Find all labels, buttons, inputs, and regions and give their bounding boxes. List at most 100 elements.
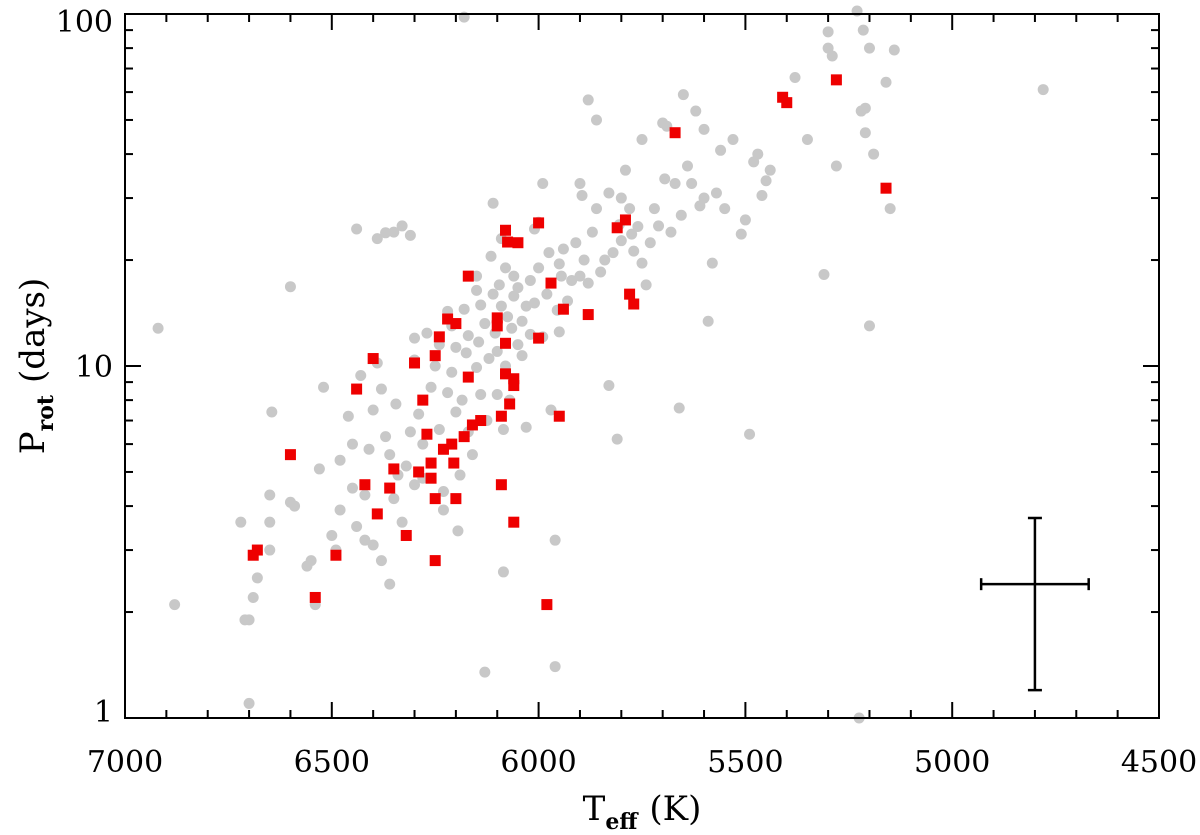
gray-data-point [857,24,869,36]
gray-data-point [487,197,499,209]
red-data-point [502,236,514,248]
gray-series [152,5,1049,724]
gray-data-point [442,387,454,399]
x-axis-title-sub: eff [605,809,639,835]
y-axis-title: Prot (days) [13,278,59,455]
x-axis-title-main: T [583,789,606,829]
gray-data-point [380,227,392,239]
red-data-point [466,419,478,431]
y-tick-label: 10 [75,350,113,385]
gray-data-point [516,350,528,362]
gray-data-point [599,254,611,266]
gray-data-point [665,226,677,238]
gray-data-point [479,666,491,678]
red-data-point [553,410,565,422]
gray-data-point [355,369,367,381]
gray-data-point [421,327,433,339]
y-axis-title-main: P [13,431,53,454]
gray-data-point [690,105,702,117]
gray-data-point [541,288,553,300]
gray-data-point [868,148,880,160]
gray-data-point [566,274,578,286]
gray-data-point [702,315,714,327]
gray-data-point [413,408,425,420]
gray-data-point [516,315,528,327]
gray-data-point [367,404,379,416]
red-data-point [462,270,474,282]
gray-data-point [1037,84,1049,96]
red-data-point [611,222,623,234]
red-series [247,74,892,611]
gray-data-point [512,282,524,294]
gray-data-point [744,428,756,440]
red-data-point [880,182,892,194]
gray-data-point [404,229,416,241]
red-data-point [533,332,545,344]
gray-data-point [595,266,607,278]
gray-data-point [404,426,416,438]
gray-data-point [454,469,466,481]
gray-data-point [555,270,567,282]
gray-data-point [624,203,636,215]
red-data-point [500,224,512,236]
gray-data-point [483,353,495,365]
gray-data-point [493,279,505,291]
x-tick-label: 6000 [500,745,576,780]
gray-data-point [661,120,673,132]
gray-data-point [388,493,400,505]
gray-data-point [456,394,468,406]
gray-data-point [884,203,896,215]
gray-data-point [524,328,536,340]
gray-data-point [367,539,379,551]
gray-data-point [636,134,648,146]
gray-data-point [491,388,503,400]
gray-data-point [359,489,371,501]
red-data-point [442,313,454,325]
red-data-point [413,466,425,478]
red-data-point [384,482,396,494]
gray-data-point [756,190,768,202]
gray-data-point [284,281,296,293]
gray-data-point [677,89,689,101]
minor-ticks [125,14,1159,718]
gray-data-point [640,279,652,291]
red-data-point [429,555,441,567]
gray-data-point [264,516,276,528]
gray-data-point [706,257,718,269]
gray-data-point [437,486,449,498]
x-axis-title-unit: (K) [649,789,701,829]
gray-data-point [487,288,499,300]
gray-data-point [863,320,875,332]
error-bar [979,516,1090,692]
red-data-point [400,529,412,541]
gray-data-point [334,454,346,466]
gray-data-point [615,192,627,204]
x-tick-label: 7000 [87,745,163,780]
red-data-point [500,337,512,349]
gray-data-point [830,160,842,172]
gray-data-point [334,504,346,516]
red-data-point [541,599,553,611]
gray-data-point [497,566,509,578]
gray-data-point [506,322,518,334]
gray-data-point [247,591,259,603]
y-tick-label: 1 [94,695,113,730]
gray-data-point [363,443,375,455]
red-data-point [425,457,437,469]
red-data-point [781,97,793,109]
gray-data-point [520,300,532,312]
gray-data-point [524,274,536,286]
red-data-point [582,309,594,321]
gray-data-point [739,214,751,226]
gray-data-point [497,424,509,436]
gray-data-point [545,404,557,416]
gray-data-point [859,127,871,139]
tick-labels: 7000 6500 6000 5500 5000 4500 1 10 100 [56,5,1197,780]
y-axis-title-unit: (days) [13,278,53,383]
x-tick-label: 5000 [914,745,990,780]
gray-data-point [508,290,520,302]
red-data-point [284,449,296,461]
gray-data-point [152,322,164,334]
red-data-point [429,493,441,505]
gray-data-point [243,614,255,626]
